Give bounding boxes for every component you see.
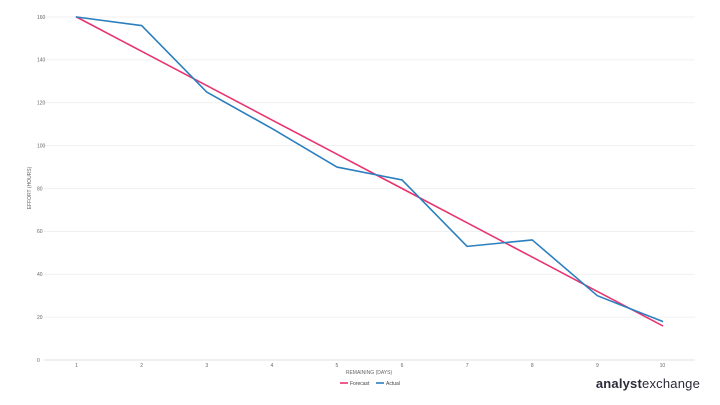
- legend: Forecast Actual: [340, 381, 400, 387]
- x-tick-label: 9: [596, 363, 599, 369]
- y-tick-label: 0: [37, 358, 40, 364]
- legend-label-forecast: Forecast: [350, 381, 370, 387]
- brand-logo-part2: exchange: [642, 376, 700, 391]
- y-tick-label: 120: [37, 101, 46, 107]
- y-tick-label: 20: [37, 315, 43, 321]
- x-tick-label: 1: [75, 363, 78, 369]
- x-axis-ticks: 1 2 3 4 5 6 7 8 9 10: [75, 363, 665, 369]
- x-tick-label: 6: [401, 363, 404, 369]
- series-line-forecast: [75, 16, 664, 327]
- series-line-actual: [75, 16, 664, 323]
- y-axis-ticks: 0 20 40 60 80 100 120 140 160: [37, 15, 46, 364]
- x-tick-label: 10: [660, 363, 666, 369]
- gridlines: [44, 16, 695, 361]
- x-tick-label: 3: [205, 363, 208, 369]
- legend-label-actual: Actual: [386, 381, 400, 387]
- brand-logo-part1: analyst: [595, 376, 643, 391]
- x-tick-label: 5: [336, 363, 339, 369]
- x-tick-label: 4: [270, 363, 273, 369]
- y-tick-label: 60: [37, 229, 43, 235]
- series-lines: [75, 16, 664, 327]
- x-axis-title: REMAINING (DAYS): [346, 370, 393, 376]
- y-tick-label: 140: [37, 58, 46, 64]
- x-tick-label: 8: [531, 363, 534, 369]
- x-tick-label: 2: [140, 363, 143, 369]
- y-axis-title: EFFORT (HOURS): [27, 166, 33, 209]
- y-tick-label: 80: [37, 186, 43, 192]
- x-tick-label: 7: [466, 363, 469, 369]
- y-tick-label: 160: [37, 15, 46, 21]
- brand-logo: analystexchange: [596, 376, 700, 391]
- y-tick-label: 100: [37, 143, 46, 149]
- y-tick-label: 40: [37, 272, 43, 278]
